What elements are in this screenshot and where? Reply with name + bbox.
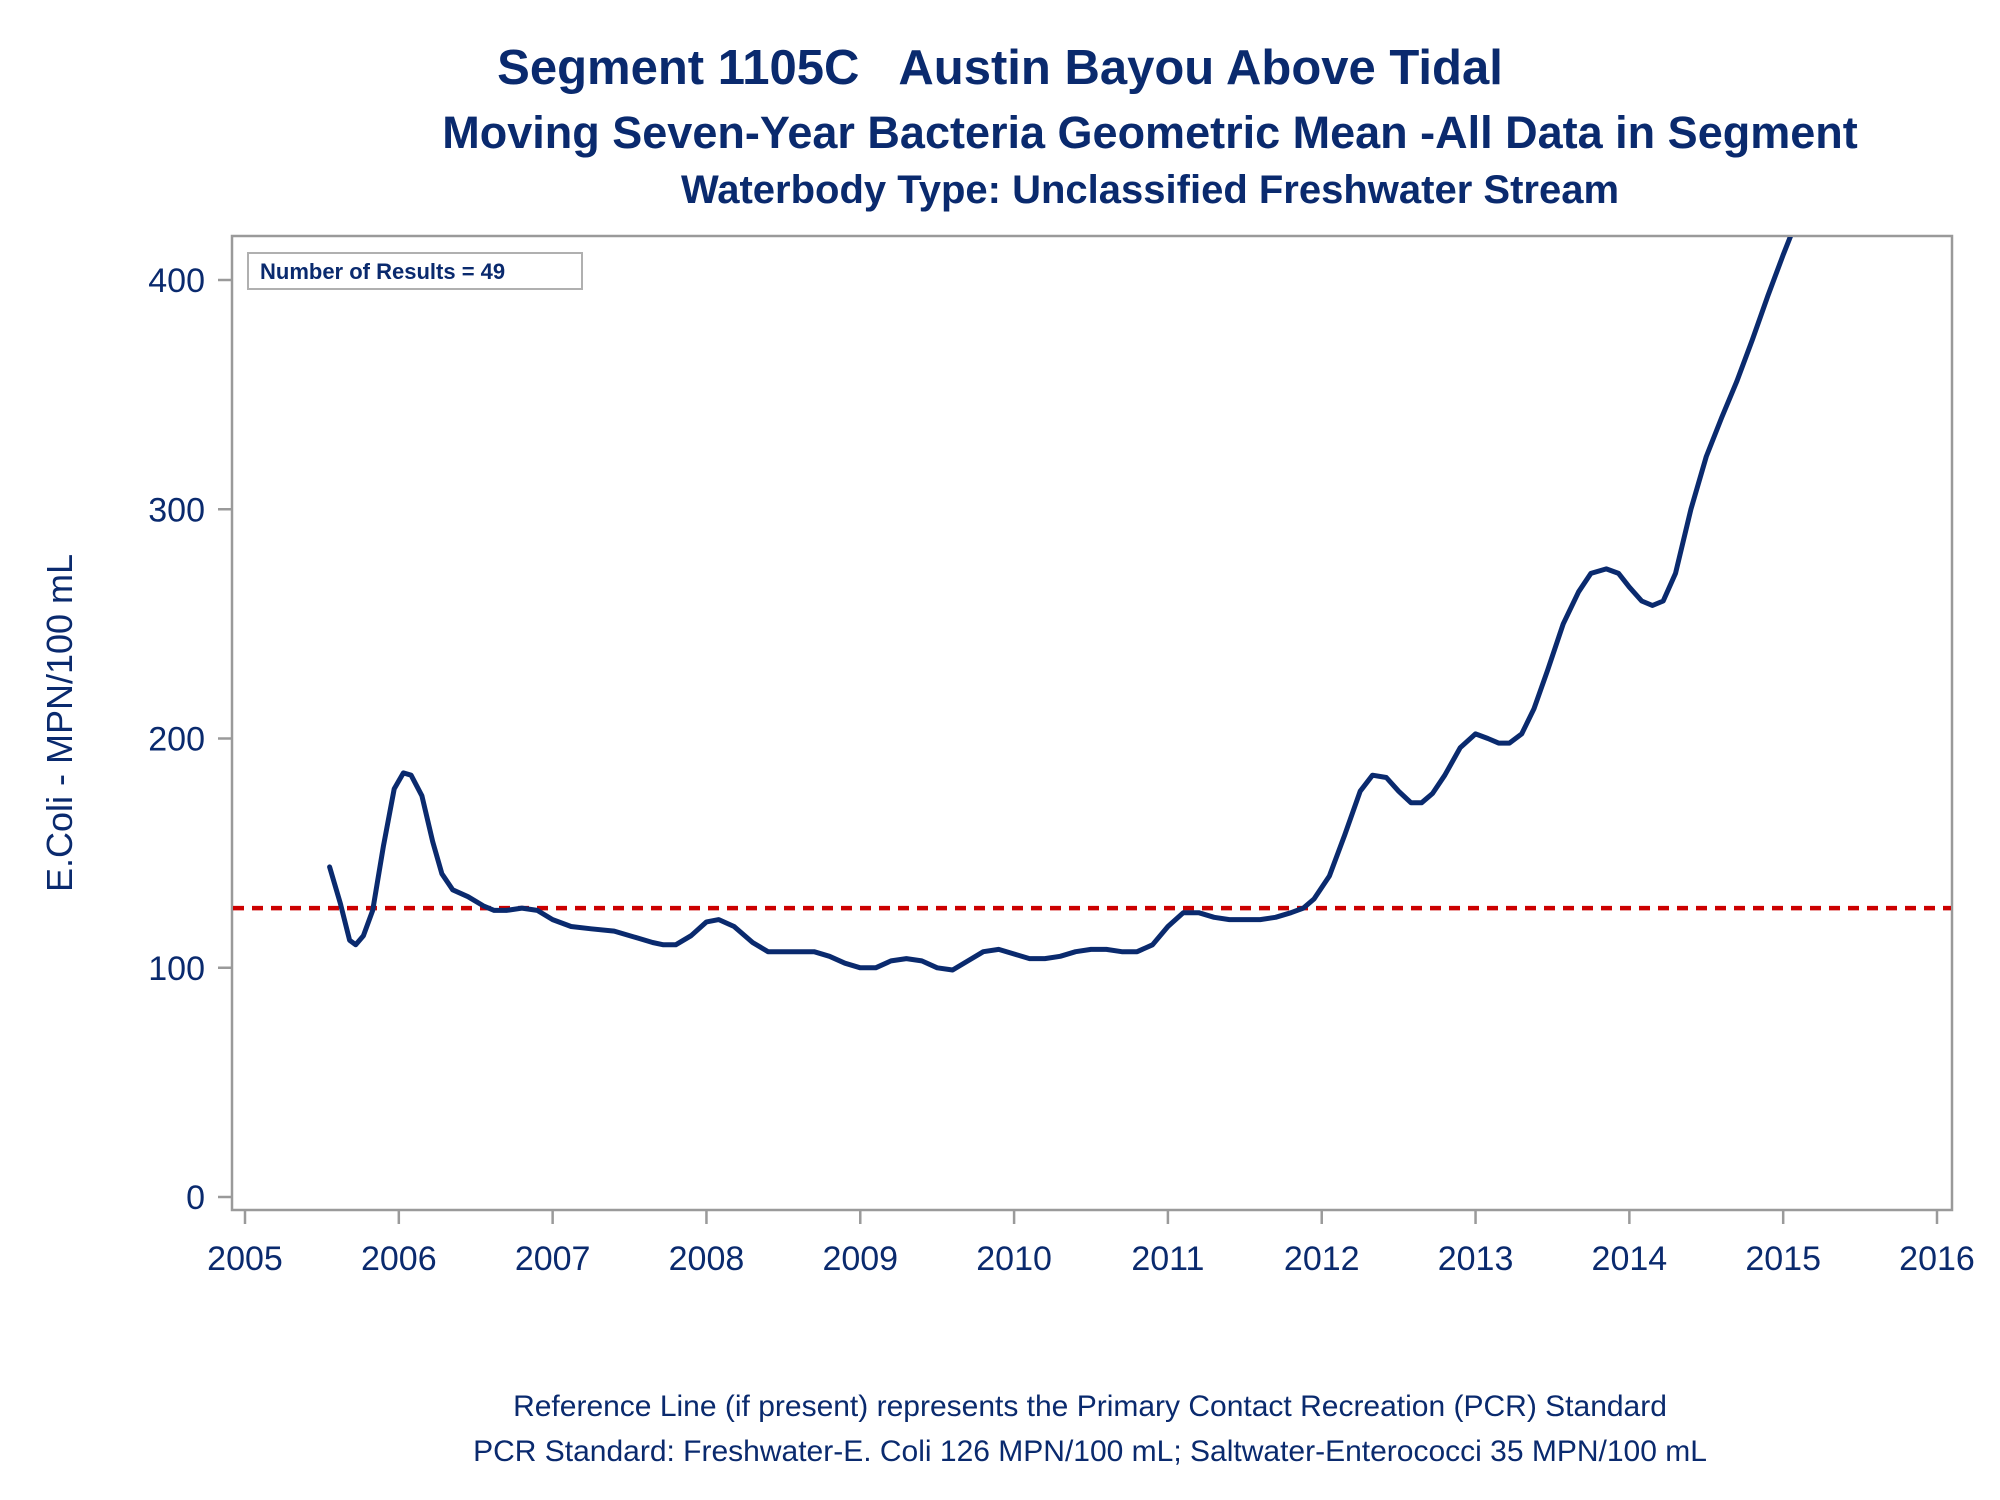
y-tick-label: 200 — [148, 721, 205, 759]
x-tick-label: 2008 — [669, 1240, 745, 1278]
x-tick-label: 2012 — [1284, 1240, 1360, 1278]
results-count-box: Number of Results = 49 — [247, 252, 583, 290]
chart-subtitle: Moving Seven-Year Bacteria Geometric Mea… — [442, 107, 1858, 158]
footnote-reference: Reference Line (if present) represents t… — [513, 1390, 1667, 1423]
y-tick-label: 300 — [148, 491, 205, 529]
geometric-mean-line — [327, 237, 1793, 973]
x-tick-label: 2015 — [1745, 1240, 1821, 1278]
x-tick-label: 2011 — [1131, 1240, 1204, 1278]
x-tick-label: 2007 — [515, 1240, 591, 1278]
x-axis: 2005 2006 2007 2008 2009 2010 2011 2012 2013 2014… — [207, 1210, 1975, 1278]
results-count-label: Number of Results = 49 — [260, 259, 505, 284]
chart-subtitle-waterbody: Waterbody Type: Unclassified Freshwater … — [680, 168, 1620, 212]
x-tick-label: 2006 — [361, 1240, 437, 1278]
y-tick-label: 400 — [148, 262, 205, 300]
x-tick-label: 2016 — [1899, 1240, 1975, 1278]
x-tick-label: 2013 — [1438, 1240, 1514, 1278]
x-tick-label: 2010 — [976, 1240, 1052, 1278]
plot-frame — [230, 234, 1954, 1212]
x-tick-label: 2009 — [822, 1240, 898, 1278]
y-axis: 0 100 200 300 400 — [148, 262, 232, 1217]
y-axis-label: E.Coli - MPN/100 mL — [39, 554, 80, 892]
x-tick-label: 2014 — [1592, 1240, 1668, 1278]
chart-title: Segment 1105C Austin Bayou Above Tidal — [497, 41, 1503, 95]
footnote-pcr-standard: PCR Standard: Freshwater-E. Coli 126 MPN… — [473, 1435, 1707, 1468]
y-tick-label: 0 — [186, 1179, 205, 1217]
x-tick-label: 2005 — [207, 1240, 283, 1278]
y-tick-label: 100 — [148, 950, 205, 988]
